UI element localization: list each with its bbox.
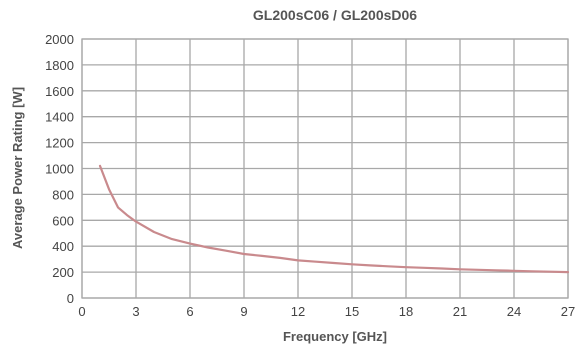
y-axis-label: Average Power Rating [W] [10,87,25,249]
y-tick-label: 1000 [45,162,74,177]
x-axis-label: Frequency [GHz] [283,329,387,344]
y-tick-label: 2000 [45,32,74,47]
chart-title: GL200sC06 / GL200sD06 [253,7,417,23]
x-tick-label: 21 [453,304,467,319]
x-tick-label: 0 [78,304,85,319]
y-tick-label: 1200 [45,136,74,151]
axis-ticks: 0 3 6 9 12 15 18 21 24 27 0 200 400 600 800 1000 1200 140… [45,32,575,319]
series-line [98,164,570,274]
plot-frame [81,38,569,299]
grid [81,38,569,299]
x-tick-label: 12 [291,304,305,319]
y-tick-label: 1400 [45,110,74,125]
x-tick-label: 27 [561,304,575,319]
y-tick-label: 1800 [45,58,74,73]
x-tick-label: 6 [186,304,193,319]
y-tick-label: 800 [52,187,74,202]
x-tick-label: 9 [240,304,247,319]
x-tick-label: 15 [345,304,359,319]
y-tick-label: 600 [52,213,74,228]
y-tick-label: 200 [52,265,74,280]
x-tick-label: 18 [399,304,413,319]
y-tick-label: 1600 [45,84,74,99]
y-tick-label: 0 [67,291,74,306]
x-tick-label: 24 [507,304,521,319]
x-tick-label: 3 [132,304,139,319]
y-tick-label: 400 [52,239,74,254]
